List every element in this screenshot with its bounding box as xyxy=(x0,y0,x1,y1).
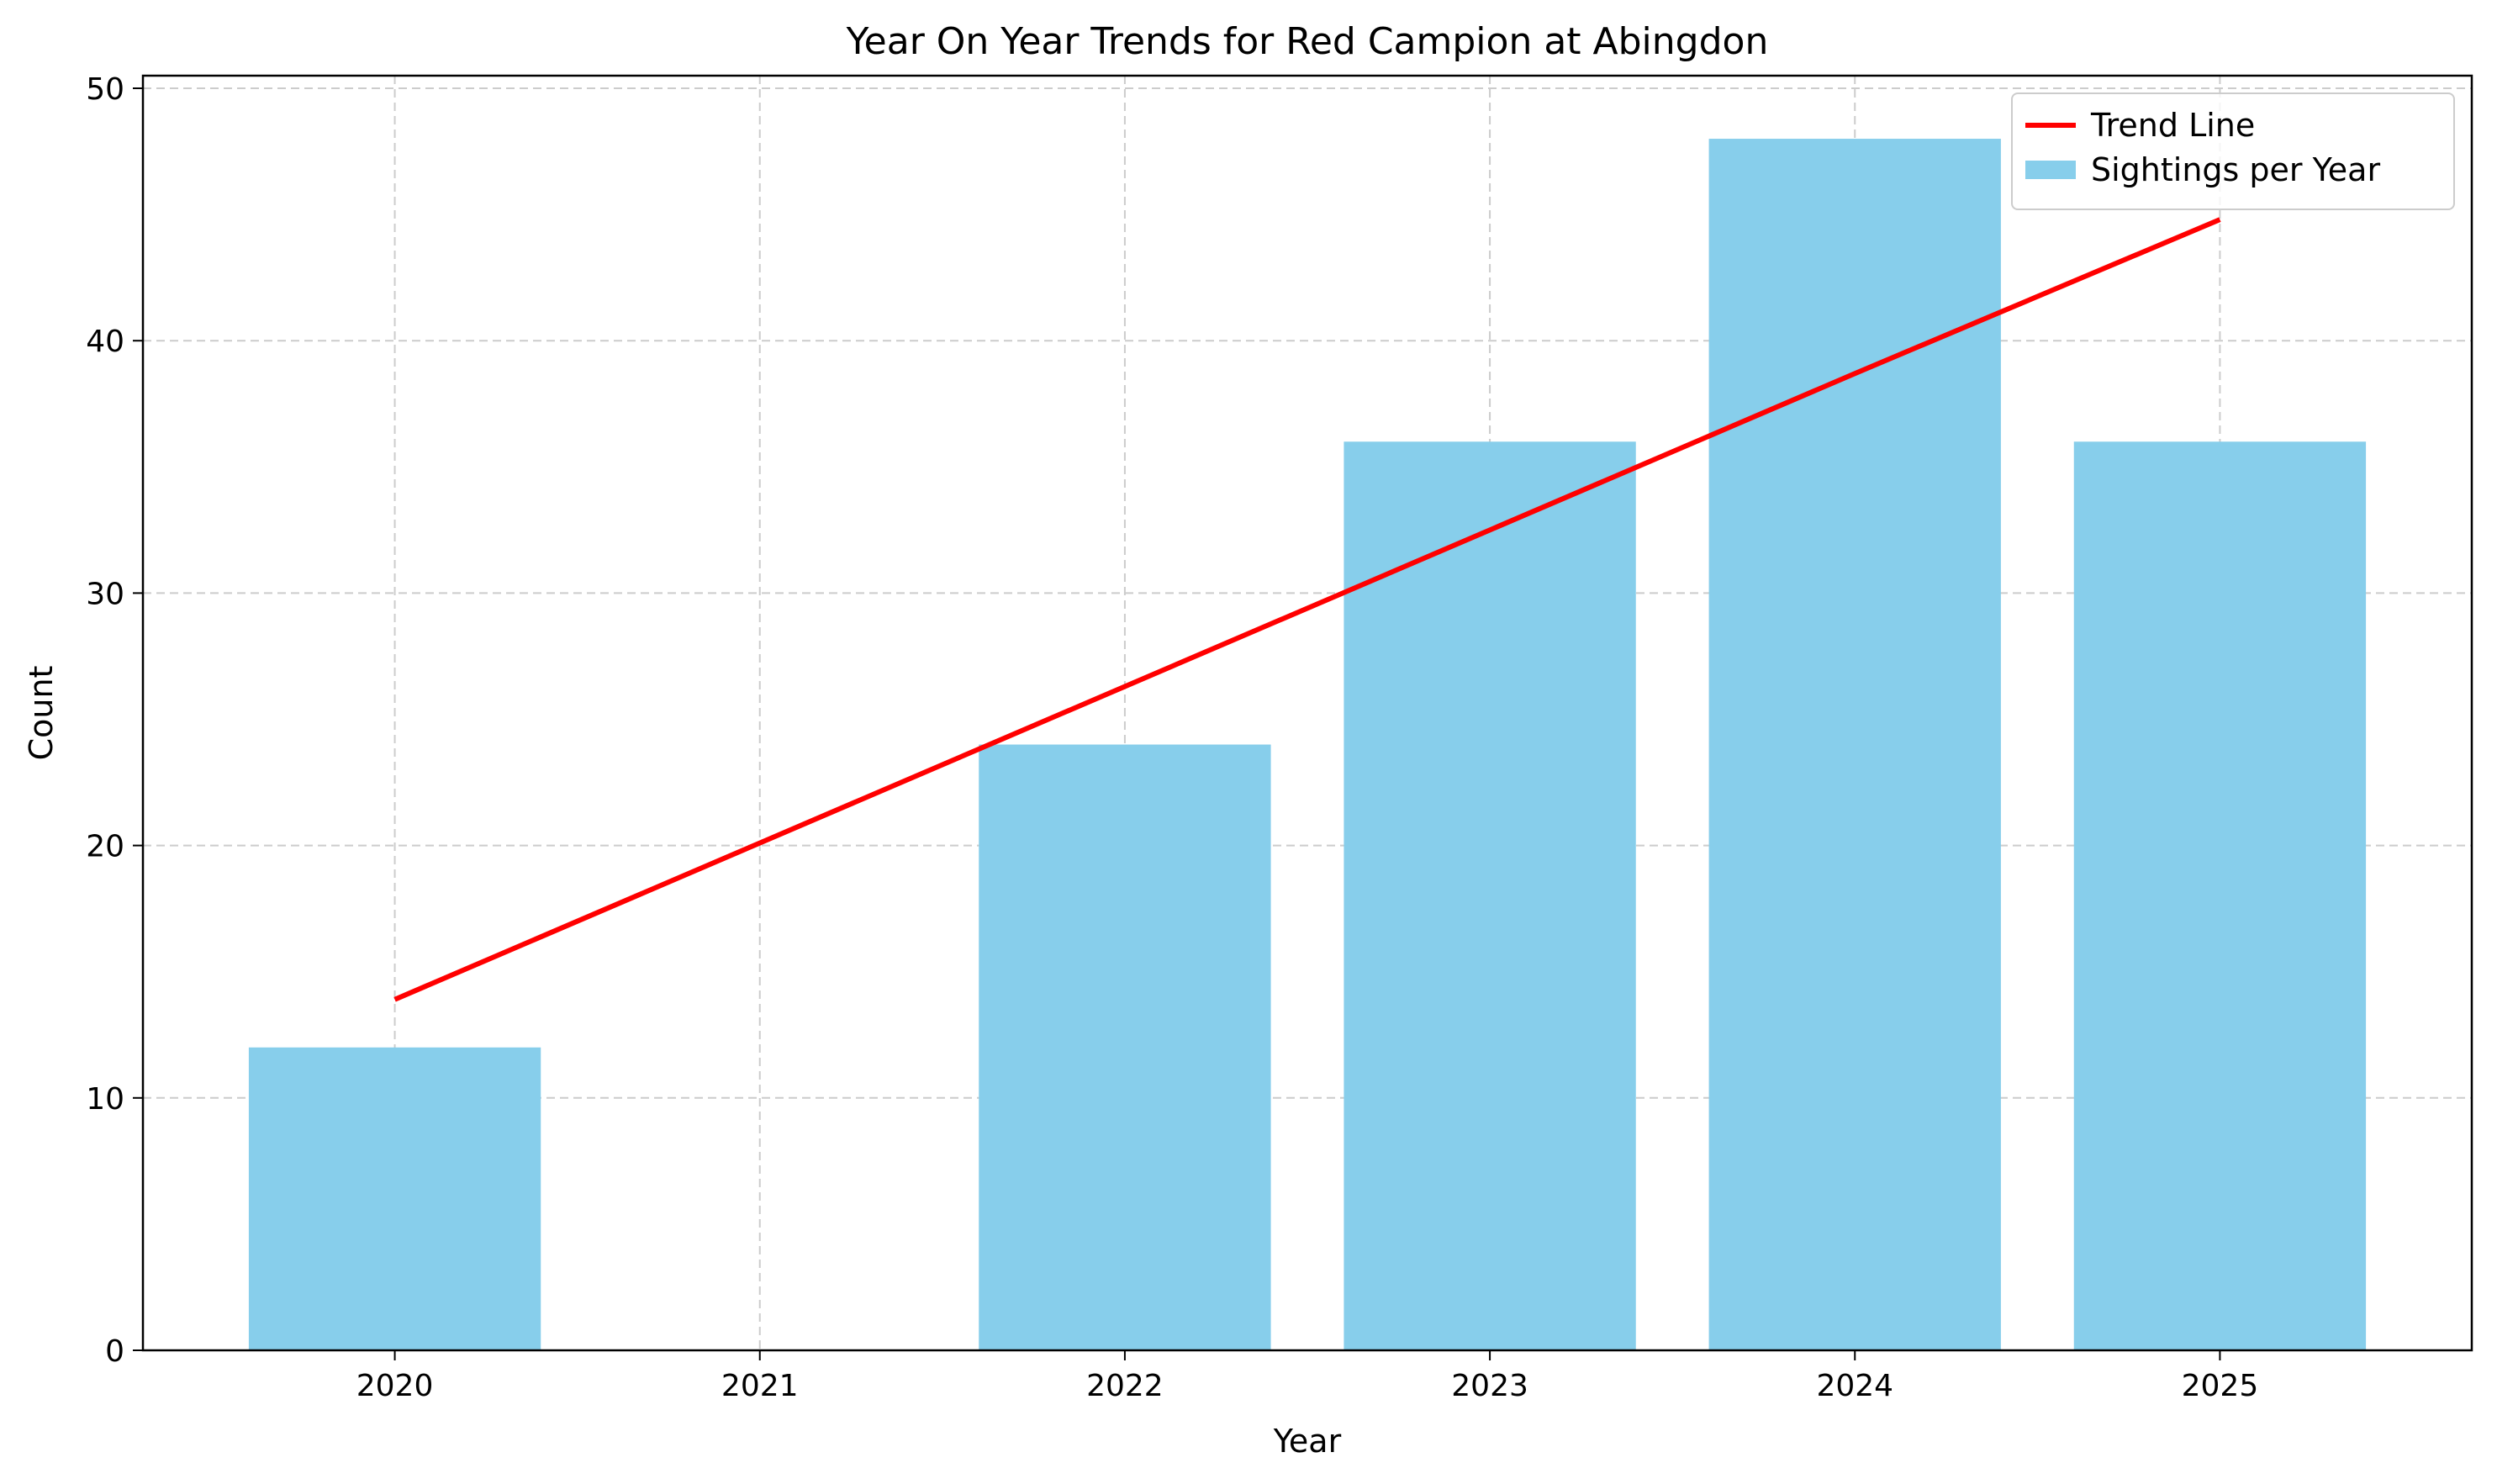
y-tick-label: 40 xyxy=(86,325,124,359)
y-axis-title: Count xyxy=(23,666,60,761)
x-tick-label: 2022 xyxy=(1086,1369,1164,1403)
legend-label-trend-line: Trend Line xyxy=(2090,107,2255,144)
bar xyxy=(979,744,1271,1350)
axis-ticks: 2020 2021 2022 2023 2024 2025 0 10 20 30 40 50 xyxy=(86,72,2258,1403)
trend-line xyxy=(393,217,2221,1002)
legend-label-sightings: Sightings per Year xyxy=(2091,151,2380,188)
bar xyxy=(1708,139,2001,1350)
bar xyxy=(2073,441,2367,1350)
x-tick-label: 2021 xyxy=(721,1369,799,1403)
y-tick-label: 0 xyxy=(105,1334,124,1369)
legend-box xyxy=(2011,92,2455,210)
bar xyxy=(1344,441,1636,1350)
chart-title: Year On Year Trends for Red Campion at A… xyxy=(846,20,1769,63)
x-tick-label: 2024 xyxy=(1816,1369,1893,1403)
bar xyxy=(248,1047,541,1350)
x-tick-label: 2025 xyxy=(2182,1369,2259,1403)
y-tick-label: 20 xyxy=(86,830,124,864)
legend-swatch-sightings xyxy=(2025,161,2076,179)
x-axis-title: Year xyxy=(1273,1423,1342,1460)
legend: Trend Line Sightings per Year xyxy=(2011,92,2455,210)
trend-line-layer xyxy=(393,217,2221,1002)
y-tick-label: 50 xyxy=(86,72,124,107)
plot-frame xyxy=(141,74,2473,1352)
y-tick-label: 30 xyxy=(86,577,124,611)
y-tick-label: 10 xyxy=(86,1082,124,1117)
x-tick-label: 2023 xyxy=(1451,1369,1528,1403)
bars xyxy=(248,139,2367,1350)
x-tick-label: 2020 xyxy=(356,1369,434,1403)
